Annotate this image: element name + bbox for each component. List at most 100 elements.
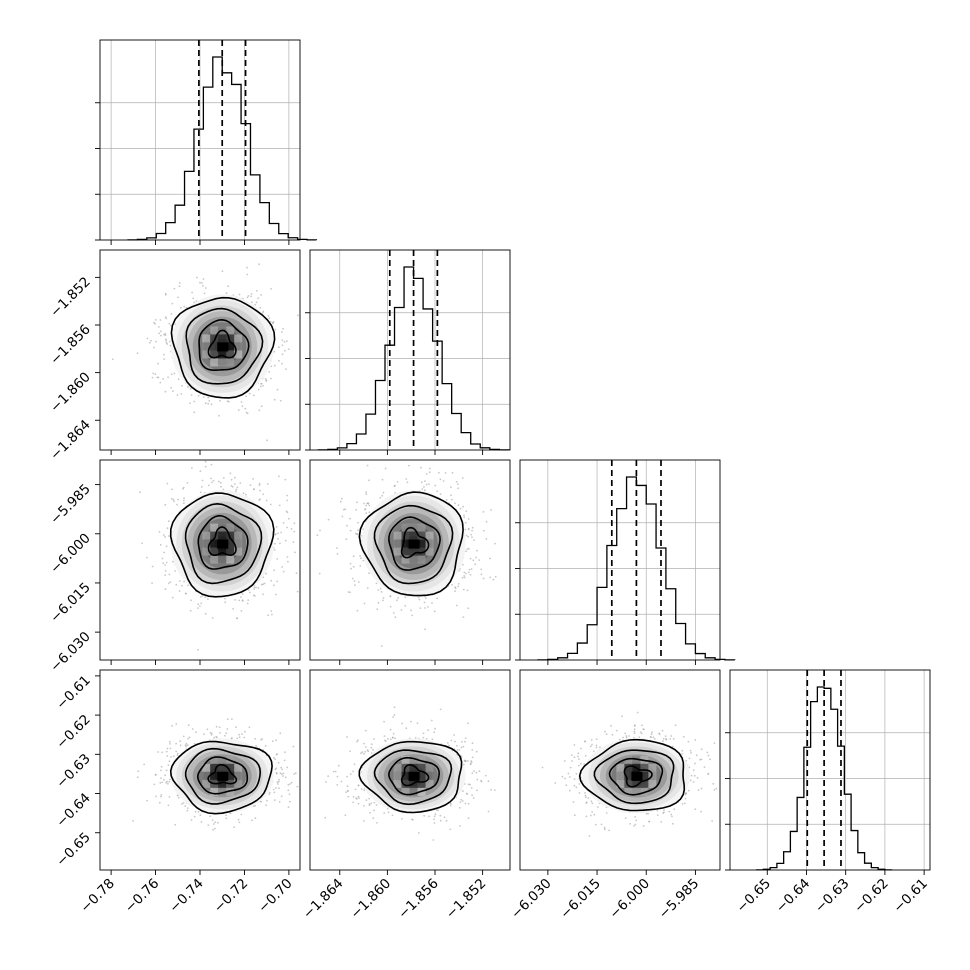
sample-point bbox=[189, 609, 192, 612]
sample-point bbox=[169, 743, 171, 745]
density-peak bbox=[217, 342, 229, 352]
density-peak bbox=[217, 771, 229, 781]
sample-point bbox=[476, 549, 478, 552]
sample-point bbox=[274, 542, 276, 545]
sample-point bbox=[155, 340, 158, 343]
sample-point bbox=[449, 486, 452, 489]
sample-point bbox=[167, 764, 170, 766]
sample-point bbox=[226, 728, 229, 730]
sample-point bbox=[203, 733, 205, 735]
sample-point bbox=[442, 480, 445, 482]
sample-point bbox=[248, 392, 251, 395]
sample-point bbox=[280, 795, 283, 798]
sample-point bbox=[294, 772, 297, 775]
sample-point bbox=[260, 583, 263, 586]
sample-point bbox=[258, 263, 260, 266]
sample-point bbox=[273, 350, 276, 353]
sample-point bbox=[351, 577, 354, 580]
sample-point bbox=[459, 825, 461, 827]
sample-point bbox=[218, 726, 221, 729]
sample-point bbox=[208, 399, 211, 402]
sample-point bbox=[151, 582, 154, 584]
sample-point bbox=[284, 539, 287, 542]
sample-point bbox=[494, 542, 496, 545]
sample-point bbox=[181, 803, 183, 805]
sample-point bbox=[212, 479, 215, 482]
sample-point bbox=[471, 529, 473, 532]
sample-point bbox=[472, 559, 475, 562]
sample-point bbox=[261, 738, 264, 740]
sample-point bbox=[350, 567, 352, 570]
sample-point bbox=[425, 473, 428, 475]
sample-point bbox=[404, 604, 407, 607]
sample-point bbox=[286, 340, 288, 342]
sample-point bbox=[193, 400, 196, 403]
sample-point bbox=[431, 602, 433, 604]
sample-point bbox=[210, 403, 213, 406]
sample-point bbox=[190, 599, 192, 602]
sample-point bbox=[166, 747, 169, 750]
sample-point bbox=[178, 590, 181, 592]
sample-point bbox=[394, 484, 396, 487]
sample-point bbox=[204, 402, 207, 405]
sample-point bbox=[276, 580, 279, 583]
sample-point bbox=[170, 756, 172, 758]
sample-point bbox=[235, 488, 238, 491]
sample-point bbox=[406, 481, 409, 484]
sample-point bbox=[168, 322, 171, 325]
sample-point bbox=[466, 548, 469, 550]
sample-point bbox=[161, 781, 164, 784]
contour-level-4 bbox=[358, 491, 464, 597]
sample-point bbox=[239, 482, 242, 484]
sample-point bbox=[286, 511, 289, 514]
sample-point bbox=[401, 722, 403, 725]
sample-point bbox=[252, 594, 255, 597]
sample-point bbox=[277, 780, 280, 783]
sample-point bbox=[288, 793, 291, 796]
sample-point bbox=[236, 617, 238, 620]
sample-point bbox=[436, 490, 439, 492]
sample-point bbox=[224, 597, 226, 600]
sample-point bbox=[259, 385, 262, 388]
sample-point bbox=[345, 538, 348, 541]
sample-point bbox=[482, 577, 485, 580]
sample-point bbox=[168, 780, 171, 783]
sample-point bbox=[443, 816, 446, 818]
sample-point bbox=[282, 775, 284, 777]
sample-point bbox=[365, 512, 368, 514]
sample-point bbox=[469, 557, 472, 560]
sample-point bbox=[248, 591, 251, 594]
density-cell bbox=[210, 531, 219, 540]
density-cell bbox=[218, 787, 227, 796]
sample-point bbox=[193, 411, 196, 414]
sample-point bbox=[155, 774, 157, 776]
sample-point bbox=[416, 722, 419, 724]
sample-point bbox=[206, 728, 209, 731]
sample-point bbox=[293, 530, 296, 533]
sample-point bbox=[485, 538, 488, 540]
sample-point bbox=[369, 811, 371, 814]
sample-point bbox=[433, 822, 436, 824]
contours bbox=[169, 492, 275, 598]
sample-point bbox=[245, 395, 248, 398]
sample-point bbox=[352, 796, 355, 798]
sample-point bbox=[462, 790, 464, 792]
scatter-panel-3-1 bbox=[99, 459, 301, 661]
sample-point bbox=[226, 718, 229, 721]
sample-point bbox=[434, 813, 437, 816]
panel-frame bbox=[309, 459, 511, 661]
sample-point bbox=[252, 478, 255, 480]
sample-point bbox=[332, 770, 335, 773]
sample-point bbox=[264, 744, 267, 747]
sample-point bbox=[202, 278, 205, 280]
sample-point bbox=[175, 750, 178, 753]
sample-point bbox=[468, 568, 471, 571]
sample-point bbox=[318, 572, 321, 575]
sample-point bbox=[381, 478, 384, 481]
sample-point bbox=[361, 751, 364, 754]
contour-level-3 bbox=[184, 502, 263, 585]
sample-point bbox=[245, 493, 247, 496]
sample-point bbox=[189, 387, 192, 390]
contours bbox=[170, 296, 276, 399]
sample-point bbox=[421, 488, 424, 490]
